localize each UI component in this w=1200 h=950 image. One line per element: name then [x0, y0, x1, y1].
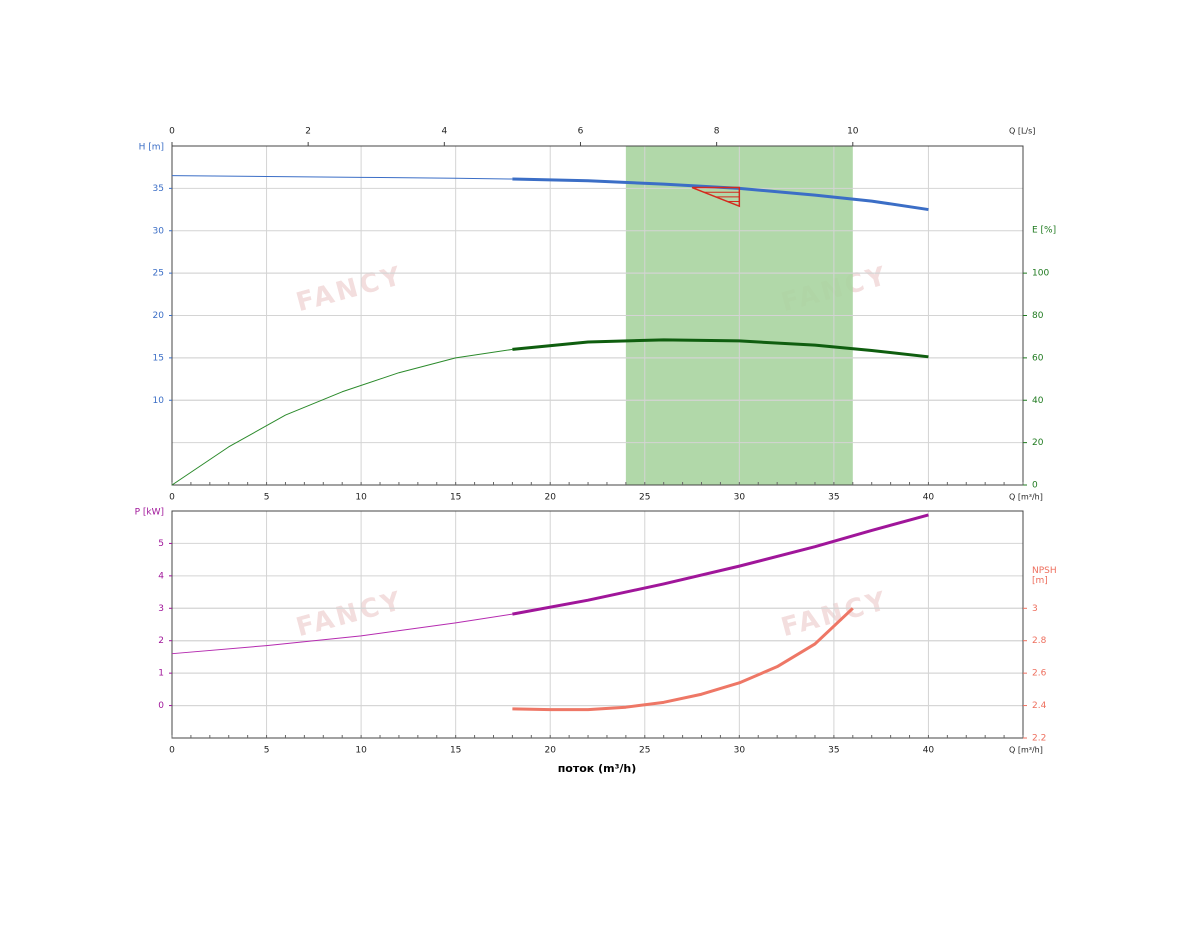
y2-tick-label: 2.2 — [1032, 734, 1046, 744]
x-tick-label: 0 — [169, 746, 175, 756]
y-tick-label: 15 — [153, 353, 164, 363]
x-axis-label: Q [m³/h] — [1009, 493, 1043, 502]
y2-tick-label: 2.6 — [1032, 669, 1047, 679]
x2-tick-label: 0 — [169, 127, 175, 137]
y-axis-label: P [kW] — [135, 508, 164, 518]
y-tick-label: 20 — [153, 311, 165, 321]
x-tick-label: 5 — [264, 746, 270, 756]
y-tick-label: 10 — [153, 396, 165, 406]
x-tick-label: 10 — [355, 746, 367, 756]
x-tick-label: 40 — [923, 746, 935, 756]
y2-axis-label: NPSH — [1032, 566, 1057, 576]
x-tick-label: 20 — [544, 493, 556, 503]
x-tick-label: 5 — [264, 493, 270, 503]
plot-frame — [171, 510, 1024, 739]
y-tick-label: 35 — [153, 184, 164, 194]
y-tick-label: 25 — [153, 269, 164, 279]
y2-tick-label: 2.8 — [1032, 636, 1047, 646]
y2-tick-label: 60 — [1032, 353, 1044, 363]
duty-point — [691, 186, 741, 208]
x-axis-label: Q [m³/h] — [1009, 746, 1043, 755]
x-tick-label: 35 — [828, 493, 839, 503]
x2-axis-label: Q [L/s] — [1009, 127, 1035, 136]
curve — [171, 348, 513, 486]
y-axis-label: H [m] — [139, 143, 164, 153]
x2-tick-label: 6 — [578, 127, 584, 137]
curve — [171, 175, 513, 180]
watermark: FANCY — [778, 586, 892, 643]
curve — [512, 513, 929, 616]
y2-axis-label: [m] — [1032, 576, 1048, 586]
x-tick-label: 30 — [734, 493, 746, 503]
y2-tick-label: 40 — [1032, 396, 1044, 406]
x-tick-label: 15 — [450, 493, 461, 503]
x2-tick-label: 4 — [441, 127, 447, 137]
y2-tick-label: 0 — [1032, 481, 1038, 491]
y-tick-label: 4 — [158, 571, 164, 581]
y2-axis-label: E [%] — [1032, 226, 1056, 236]
watermark: FANCY — [293, 586, 407, 643]
y-tick-label: 30 — [153, 226, 165, 236]
curve — [171, 613, 513, 655]
y2-tick-label: 80 — [1032, 311, 1044, 321]
y-tick-label: 1 — [158, 669, 164, 679]
y2-tick-label: 20 — [1032, 438, 1044, 448]
x2-tick-label: 2 — [305, 127, 311, 137]
axis-title: поток (m³/h) — [558, 762, 637, 775]
x-tick-label: 25 — [639, 746, 650, 756]
y-tick-label: 3 — [158, 604, 164, 614]
x-tick-label: 20 — [544, 746, 556, 756]
x-tick-label: 40 — [923, 493, 935, 503]
y2-tick-label: 100 — [1032, 269, 1049, 279]
x2-tick-label: 8 — [714, 127, 720, 137]
x-tick-label: 0 — [169, 493, 175, 503]
x-tick-label: 25 — [639, 493, 650, 503]
curve — [512, 338, 929, 359]
watermark: FANCY — [293, 261, 407, 318]
x-tick-label: 10 — [355, 493, 367, 503]
y2-tick-label: 3 — [1032, 604, 1038, 614]
x-tick-label: 30 — [734, 746, 746, 756]
x-tick-label: 15 — [450, 746, 461, 756]
curve — [512, 607, 854, 712]
x2-tick-label: 10 — [847, 127, 859, 137]
y-tick-label: 5 — [158, 539, 164, 549]
y2-tick-label: 2.4 — [1032, 701, 1047, 711]
x-tick-label: 35 — [828, 746, 839, 756]
y-tick-label: 0 — [158, 701, 164, 711]
y-tick-label: 2 — [158, 636, 164, 646]
